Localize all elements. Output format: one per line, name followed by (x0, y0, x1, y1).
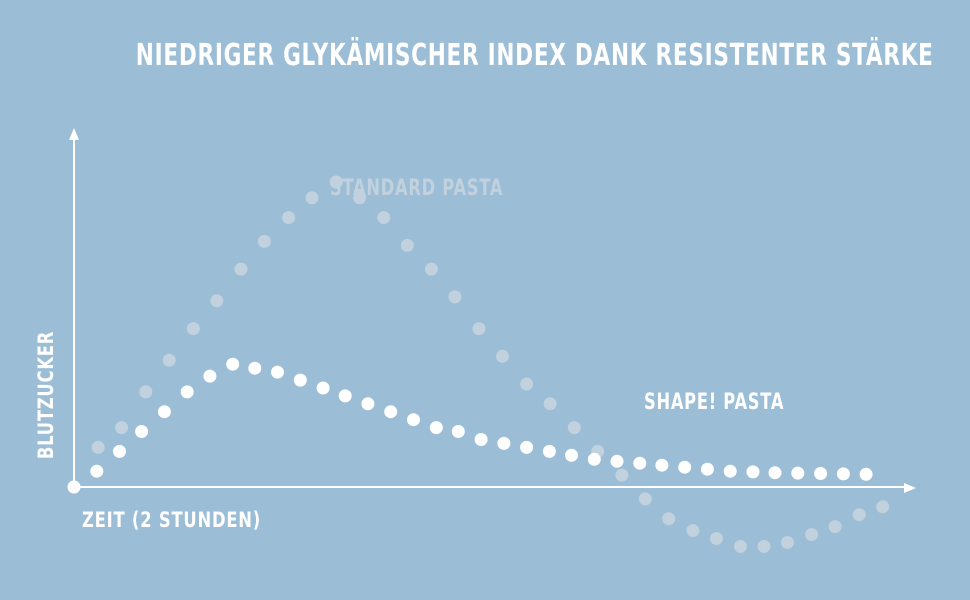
standard-pasta-point (662, 512, 676, 526)
shape-pasta-point (474, 433, 488, 446)
series-label-standard-pasta: STANDARD PASTA (330, 176, 504, 201)
standard-pasta-point (448, 290, 462, 304)
shape-pasta-point (90, 464, 104, 478)
axes (69, 128, 916, 493)
standard-pasta-point (496, 349, 509, 363)
shape-pasta-point (67, 480, 81, 494)
shape-pasta-point (859, 467, 873, 481)
standard-pasta-point (329, 175, 343, 189)
shape-pasta-point (791, 466, 805, 480)
shape-pasta-point (565, 448, 578, 462)
standard-pasta-point (210, 294, 224, 308)
shape-pasta-point (135, 425, 149, 438)
shape-pasta-point (226, 357, 240, 371)
shape-pasta-point (497, 436, 511, 450)
series-label-shape-pasta: SHAPE! PASTA (644, 390, 785, 415)
standard-pasta-point (734, 539, 747, 553)
standard-pasta-point (139, 385, 153, 399)
standard-pasta-point (305, 191, 319, 205)
standard-pasta-point (282, 211, 296, 225)
shape-pasta-point (814, 467, 828, 480)
standard-pasta-point (162, 353, 176, 367)
shape-pasta-point (768, 466, 782, 480)
standard-pasta-point (781, 536, 794, 549)
shape-pasta-point (203, 369, 217, 383)
shape-pasta-point (248, 361, 262, 375)
standard-pasta-point (543, 397, 557, 411)
shape-pasta-point (520, 440, 534, 454)
standard-pasta-point (353, 191, 367, 205)
shape-pasta-point (361, 397, 375, 411)
standard-pasta-point (805, 528, 819, 541)
x-axis-label: ZEIT (2 STUNDEN) (82, 508, 262, 532)
standard-pasta-point (757, 539, 771, 553)
standard-pasta-point (400, 238, 414, 252)
series-standard-pasta (67, 175, 890, 553)
shape-pasta-point (836, 467, 850, 481)
shape-pasta-point (180, 385, 194, 399)
standard-pasta-point (234, 262, 248, 276)
shape-pasta-point (542, 444, 556, 458)
standard-pasta-point (424, 262, 438, 276)
standard-pasta-point (638, 492, 652, 506)
shape-pasta-point (451, 425, 465, 438)
standard-pasta-point (520, 377, 534, 391)
standard-pasta-point (828, 520, 842, 534)
shape-pasta-point (429, 421, 443, 435)
standard-pasta-point (615, 468, 629, 482)
shape-pasta-point (407, 413, 420, 427)
series-shape-pasta (67, 357, 873, 494)
shape-pasta-point (157, 405, 171, 419)
x-axis-arrow (904, 483, 916, 493)
standard-pasta-point (377, 211, 391, 225)
standard-pasta-point (186, 322, 200, 336)
shape-pasta-point (316, 381, 330, 395)
standard-pasta-point (876, 500, 890, 514)
shape-pasta-point (655, 458, 669, 472)
shape-pasta-point (113, 444, 126, 458)
shape-pasta-point (587, 452, 601, 466)
standard-pasta-point (852, 508, 866, 522)
shape-pasta-point (700, 462, 714, 476)
shape-pasta-point (610, 454, 624, 468)
standard-pasta-point (709, 532, 723, 545)
shape-pasta-point (384, 405, 398, 419)
standard-pasta-point (686, 524, 700, 538)
shape-pasta-point (633, 456, 647, 470)
chart-title: NIEDRIGER GLYKÄMISCHER INDEX DANK RESIST… (135, 38, 934, 73)
y-axis-label: BLUTZUCKER (34, 330, 58, 460)
standard-pasta-point (472, 322, 486, 336)
standard-pasta-point (257, 234, 271, 248)
shape-pasta-point (678, 460, 692, 474)
standard-pasta-point (91, 440, 105, 454)
shape-pasta-point (723, 464, 737, 478)
standard-pasta-point (115, 421, 129, 435)
shape-pasta-point (271, 365, 284, 379)
shape-pasta-point (293, 373, 307, 387)
shape-pasta-point (746, 465, 760, 479)
shape-pasta-point (338, 389, 352, 403)
y-axis-arrow (69, 128, 79, 140)
standard-pasta-point (567, 421, 581, 435)
